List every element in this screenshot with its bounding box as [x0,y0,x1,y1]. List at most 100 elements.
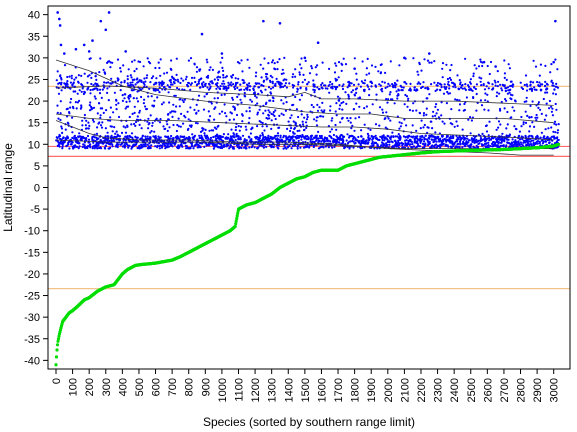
scatter-point [531,88,534,91]
scatter-point [442,140,445,143]
scatter-point [99,19,103,23]
scatter-point [416,137,419,140]
scatter-point [491,88,494,91]
scatter-point [452,85,455,88]
scatter-point [266,77,269,80]
scatter-point [427,52,431,55]
scatter-point [208,68,211,72]
scatter-point [127,68,130,71]
scatter-point [130,123,133,126]
scatter-point [323,138,326,141]
scatter-point [336,95,340,98]
scatter-point [108,139,111,142]
scatter-point [68,147,71,150]
scatter-point [374,134,377,137]
scatter-point [517,140,520,143]
scatter-point [70,97,73,101]
scatter-point [157,135,160,138]
scatter-point [266,136,270,139]
scatter-point [55,343,60,347]
scatter-point [116,146,119,149]
scatter-point [427,87,430,90]
scatter-point [458,109,461,112]
scatter-point [442,142,445,145]
scatter-point [510,141,513,144]
scatter-point [142,82,145,85]
scatter-point [350,127,353,130]
scatter-point [115,99,118,102]
scatter-point [551,107,554,110]
scatter-point [159,118,162,121]
scatter-point [361,60,364,63]
scatter-point [300,138,303,141]
scatter-point [550,105,553,108]
scatter-point [167,112,170,116]
scatter-point [532,81,535,84]
scatter-point [194,80,197,84]
scatter-point [383,81,386,84]
scatter-point [277,134,280,137]
scatter-point [374,65,377,68]
scatter-point [461,87,464,90]
scatter-point [133,105,136,108]
scatter-point [195,103,198,106]
scatter-point [355,72,358,75]
scatter-point [281,68,284,71]
scatter-point [76,92,79,95]
scatter-point [318,87,321,91]
scatter-point [209,138,212,141]
scatter-point [535,113,538,117]
scatter-point [402,142,405,145]
scatter-point [480,84,483,87]
scatter-point [303,78,307,81]
scatter-point [451,145,455,148]
scatter-point [300,94,303,97]
scatter-point [331,82,334,86]
scatter-point [310,134,314,137]
scatter-point [446,77,449,81]
scatter-point [135,143,138,146]
scatter-point [537,101,541,104]
scatter-point [556,131,559,134]
scatter-point [126,105,130,108]
scatter-point [198,86,202,89]
scatter-point [487,136,491,140]
scatter-point [546,91,549,94]
scatter-point [279,134,282,137]
scatter-point [555,123,558,126]
scatter-point [391,98,394,101]
scatter-point [452,134,455,138]
scatter-point [87,50,91,53]
scatter-point [90,72,93,75]
scatter-point [479,137,483,140]
scatter-point [145,76,148,79]
scatter-point [262,136,265,139]
scatter-point [484,99,487,102]
scatter-point [344,63,348,66]
scatter-point [446,90,449,94]
scatter-point [394,86,397,89]
scatter-point [86,81,89,84]
scatter-point [532,139,535,142]
scatter-point [309,138,312,141]
scatter-point [443,83,446,86]
scatter-point [234,128,237,132]
scatter-point [97,137,100,140]
scatter-point [504,89,507,92]
scatter-point [428,61,431,64]
scatter-point [80,90,83,93]
scatter-point [124,131,128,134]
scatter-point [151,124,154,127]
scatter-point [507,138,510,141]
scatter-point [240,101,243,104]
scatter-point [205,142,208,145]
scatter-point [203,134,206,137]
scatter-point [60,125,63,128]
scatter-point [305,118,309,121]
scatter-point [95,136,98,139]
scatter-point [134,83,137,86]
scatter-point [253,91,256,94]
scatter-point [368,72,371,75]
scatter-point [117,143,120,146]
scatter-point [118,135,121,138]
